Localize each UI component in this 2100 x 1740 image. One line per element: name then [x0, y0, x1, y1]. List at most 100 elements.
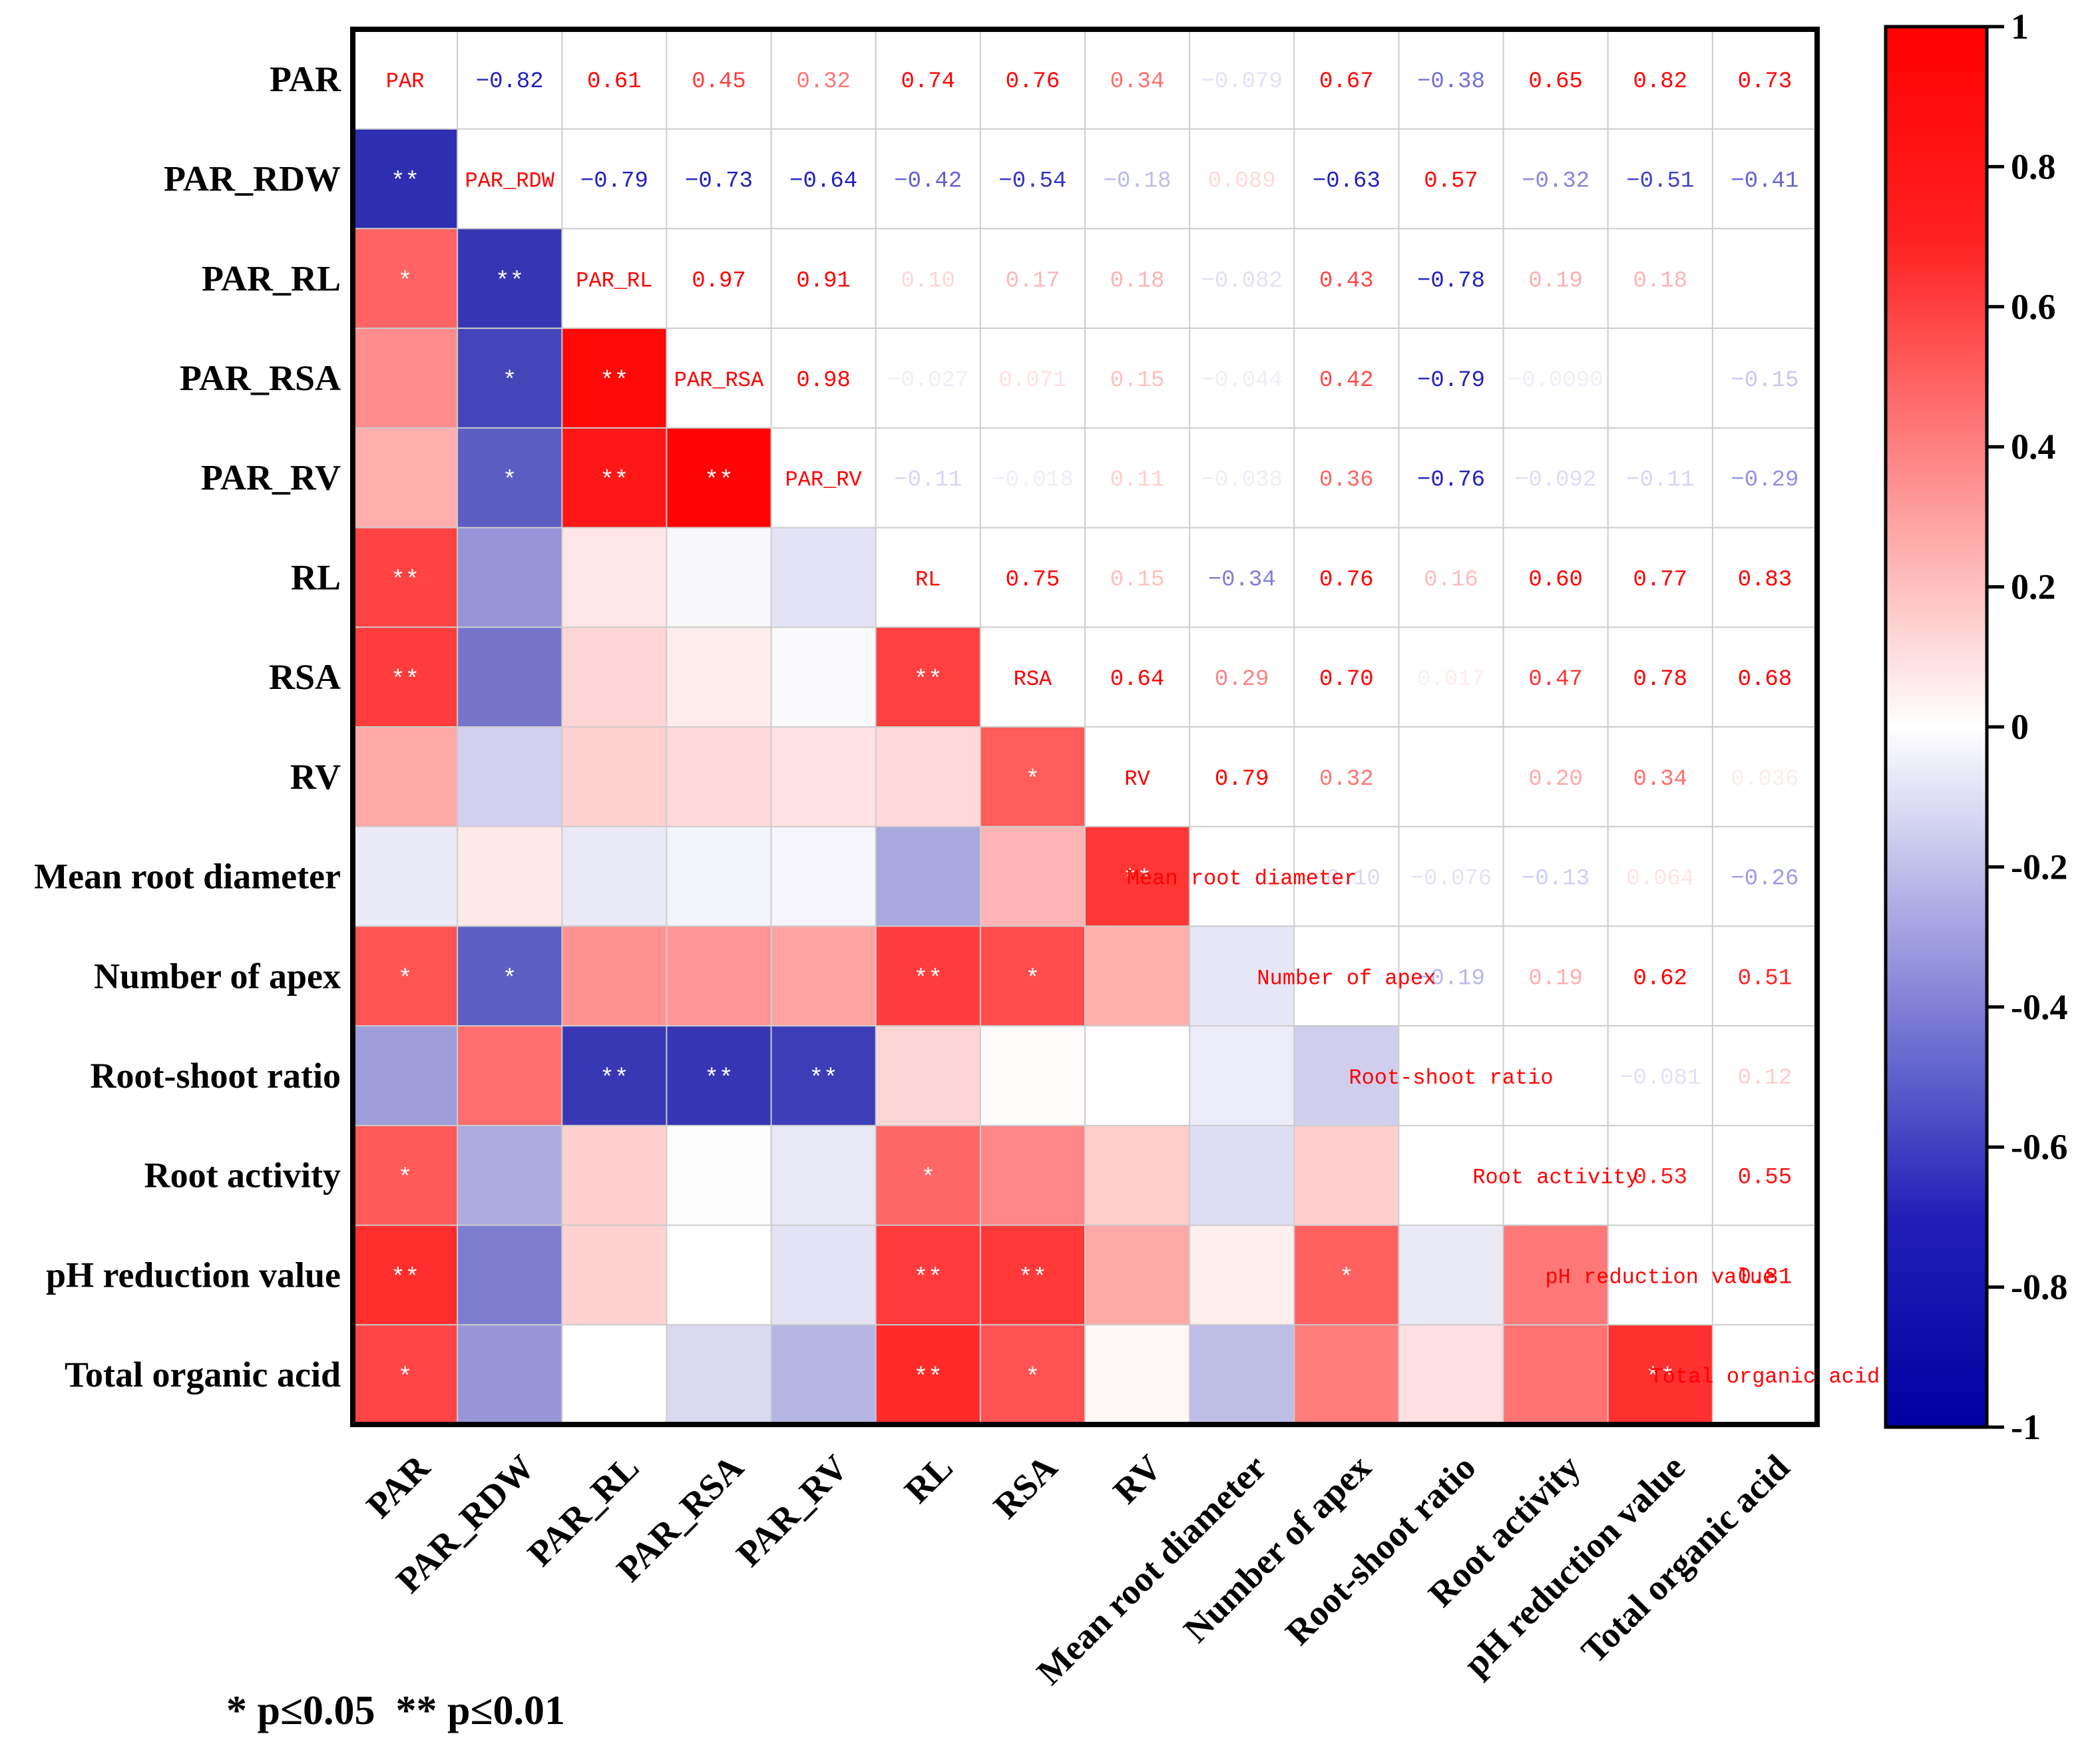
row-label: RSA: [269, 657, 341, 697]
significance-marker: **: [914, 1364, 943, 1391]
diagonal-label: RSA: [1014, 667, 1052, 692]
correlation-value: −0.76: [1417, 468, 1485, 493]
heatmap-cell: [875, 826, 981, 927]
diagonal-label: PAR_RV: [785, 468, 863, 493]
correlation-value: 0.32: [796, 69, 851, 95]
row-label: Number of apex: [94, 956, 341, 996]
heatmap-cell: [353, 1125, 458, 1226]
diagonal-label: RL: [915, 567, 941, 592]
heatmap-cell: [980, 1325, 1086, 1425]
correlation-value: −0.079: [1201, 69, 1283, 95]
heatmap-cell: [980, 926, 1086, 1026]
row-labels: PAR PAR_RDW PAR_RL PAR_RSA PAR_RV RL RSA RV Mean…: [34, 59, 341, 1395]
heatmap-cell: [1398, 1125, 1504, 1226]
colorbar-tick-label: 1: [2011, 7, 2029, 47]
heatmap-cell: [980, 1125, 1086, 1226]
colorbar-tick-label: -1: [2011, 1407, 2041, 1447]
significance-marker: *: [921, 1165, 935, 1192]
heatmap-cell: [457, 1125, 562, 1226]
heatmap-cell: [875, 1125, 981, 1226]
correlation-value: −0.082: [1201, 268, 1283, 294]
heatmap-cell: [353, 1325, 458, 1425]
correlation-value: 0.83: [1738, 567, 1792, 592]
heatmap-cell: [1503, 1325, 1609, 1425]
correlation-value: 0.70: [1319, 667, 1374, 692]
significance-marker: **: [809, 1065, 838, 1092]
correlation-value: −0.38: [1417, 69, 1485, 95]
heatmap-cell: [771, 926, 877, 1026]
heatmap-cell: [666, 427, 772, 529]
diagonal-label: Number of apex: [1257, 966, 1436, 990]
correlation-value: −0.78: [1417, 268, 1485, 294]
heatmap-cell: [771, 1125, 877, 1226]
heatmap-cell: [562, 926, 667, 1026]
heatmap-cell: [562, 1125, 667, 1226]
heatmap-cell: [1085, 1325, 1190, 1425]
heatmap-cell: [1189, 1026, 1295, 1126]
correlation-value: 0.76: [1006, 69, 1060, 95]
correlation-value: −0.13: [1522, 867, 1589, 892]
diagonal-label: PAR_RL: [576, 268, 652, 293]
correlation-value: −0.044: [1201, 368, 1283, 393]
significance-marker: *: [503, 965, 517, 992]
heatmap-cell: [1294, 1325, 1399, 1425]
correlation-value: 0.071: [998, 368, 1066, 393]
heatmap-cell: [771, 1325, 877, 1425]
heatmap-cell: [666, 1026, 772, 1126]
column-label: RSA: [986, 1447, 1065, 1526]
significance-marker: *: [398, 1165, 413, 1192]
row-label: Root activity: [144, 1156, 341, 1196]
heatmap-cell: [666, 627, 772, 728]
correlation-value: −0.018: [992, 468, 1073, 493]
correlation-value: 0.32: [1319, 767, 1374, 792]
heatmap-cell: [353, 228, 458, 329]
heatmap-cell: [980, 1026, 1086, 1126]
heatmap-cell: [1398, 1225, 1504, 1325]
heatmap-cell: [562, 527, 667, 628]
heatmap-cell: [457, 527, 562, 628]
correlation-value: 0.18: [1110, 268, 1165, 294]
correlation-value: −0.42: [894, 169, 962, 194]
significance-marker: *: [503, 467, 517, 495]
correlation-value: −0.18: [1104, 169, 1171, 194]
significance-marker: *: [503, 367, 517, 395]
significance-marker: **: [1123, 866, 1152, 893]
heatmap-cells: [353, 128, 1713, 1425]
correlation-value: −0.092: [1515, 468, 1596, 493]
heatmap-grid: [353, 29, 1817, 1424]
heatmap-cell: [666, 826, 772, 927]
correlation-value: 0.12: [1738, 1066, 1792, 1091]
heatmap-cell: [875, 926, 981, 1026]
significance-marker: **: [600, 1065, 628, 1092]
significance-marker: *: [1339, 1264, 1354, 1291]
heatmap-cell: [875, 1225, 981, 1325]
correlation-value: 0.11: [1110, 468, 1165, 493]
correlation-value: 0.53: [1633, 1166, 1687, 1191]
heatmap-cell: [771, 527, 877, 628]
colorbar-tick-label: 0.6: [2011, 287, 2056, 327]
colorbar-tick-label: 0: [2011, 707, 2029, 747]
correlation-value: 0.64: [1110, 667, 1165, 692]
correlation-value: 0.91: [796, 268, 851, 294]
column-label: RV: [1106, 1447, 1169, 1511]
heatmap-cell: [562, 328, 667, 429]
significance-marker: **: [914, 965, 943, 992]
heatmap-cell: [1189, 1325, 1295, 1425]
correlation-value: 0.18: [1633, 268, 1687, 294]
heatmap-cell: [666, 926, 772, 1026]
significance-marker: **: [600, 367, 628, 395]
correlation-value: 0.51: [1738, 966, 1792, 991]
correlation-value: 0.42: [1319, 368, 1374, 393]
correlation-value: −0.73: [685, 169, 753, 194]
correlation-value: 0.77: [1633, 567, 1687, 592]
colorbar-tick-label: -0.4: [2011, 987, 2067, 1027]
heatmap-cell: [353, 527, 458, 628]
correlation-value: 0.19: [1528, 268, 1583, 294]
row-label: PAR_RDW: [164, 159, 341, 199]
heatmap-cell: [1189, 926, 1295, 1026]
heatmap-cell: [457, 228, 562, 329]
heatmap-cell: [457, 1325, 562, 1425]
correlation-value: 0.79: [1215, 767, 1269, 792]
heatmap-cell: [875, 1026, 981, 1126]
heatmap-cell: [771, 1225, 877, 1325]
